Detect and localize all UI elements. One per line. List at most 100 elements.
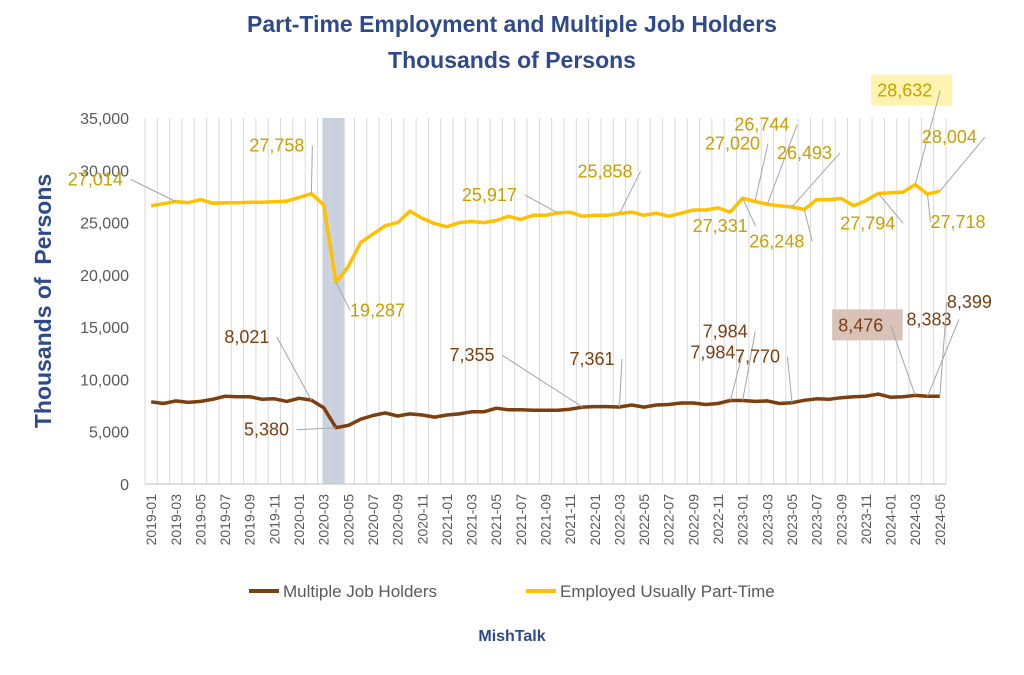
x-tick-label: 2019-07 [217,494,233,546]
data-label: 28,632 [877,81,932,101]
footer-brand: MishTalk [478,628,546,645]
x-tick-label: 2021-01 [439,494,455,546]
y-tick-label: 5,000 [89,425,129,442]
leader-line [729,352,744,401]
series-line-1 [150,182,941,285]
x-tick-label: 2022-01 [587,494,603,546]
x-tick-label: 2019-05 [192,494,208,546]
data-label: 27,718 [931,212,986,232]
x-tick-label: 2020-05 [340,494,356,546]
x-tick-label: 2020-03 [316,494,332,546]
leader-line [914,90,941,185]
x-tick-label: 2019-09 [242,494,258,546]
data-label: 8,399 [947,292,992,312]
data-label: 7,770 [735,347,780,367]
x-tick-label: 2021-09 [538,494,554,546]
leader-line [276,336,312,401]
leader-line [618,358,623,408]
leader-line [130,179,177,202]
x-tick-label: 2022-11 [710,494,726,545]
data-label: 27,794 [840,213,895,233]
x-tick-label: 2019-01 [143,494,159,546]
x-tick-label: 2021-07 [513,494,529,546]
series-line-0 [150,392,940,430]
y-tick-label: 15,000 [80,320,129,337]
x-tick-label: 2019-03 [168,494,184,546]
y-tick-label: 10,000 [80,372,129,389]
leader-line [927,319,960,397]
leader-line [742,197,757,227]
x-tick-label: 2024-03 [907,494,923,546]
chart-title: Part-Time Employment and Multiple Job Ho… [247,11,777,37]
y-tick-label: 0 [120,477,129,494]
data-label: 27,331 [693,216,748,236]
data-label: 8,476 [838,315,883,335]
leader-line [939,302,948,397]
data-label: 8,383 [907,309,952,329]
leader-line [939,136,986,192]
data-label: 26,744 [734,114,789,134]
y-tick-label: 20,000 [80,268,129,285]
data-label: 7,984 [690,343,735,363]
leader-line [890,325,916,396]
leader-line [754,143,769,202]
legend-label: Multiple Job Holders [283,582,437,601]
data-label: 26,493 [777,143,832,163]
leader-line [296,427,337,431]
leader-line [618,171,641,214]
legend-label: Employed Usually Part-Time [560,582,775,601]
leader-line [791,152,841,208]
data-label: 28,004 [922,127,977,147]
leader-line [501,354,583,408]
y-axis-title: Thousands of Persons [30,174,56,428]
y-tick-label: 35,000 [80,111,129,128]
x-tick-label: 2022-07 [661,494,677,546]
data-label: 27,014 [68,170,123,190]
y-tick-label: 30,000 [80,163,129,180]
x-tick-label: 2020-07 [365,494,381,546]
x-tick-label: 2023-09 [833,494,849,546]
x-tick-label: 2024-01 [883,494,899,546]
x-tick-label: 2023-07 [809,494,825,546]
x-tick-label: 2023-05 [784,494,800,546]
x-tick-label: 2020-11 [414,494,430,545]
data-label: 25,917 [462,185,517,205]
leader-line [524,194,559,214]
leader-line [310,145,313,194]
chart-subtitle: Thousands of Persons [388,47,636,73]
leader-line [877,193,904,224]
data-label: 5,380 [244,420,289,440]
leader-line [927,194,932,223]
data-label: 7,361 [569,349,614,369]
x-tick-label: 2022-03 [611,494,627,546]
leader-line [766,124,798,205]
data-label: 8,021 [224,327,269,347]
x-tick-label: 2020-01 [291,494,307,546]
data-label: 27,020 [705,133,760,153]
x-tick-label: 2021-03 [464,494,480,546]
x-tick-label: 2023-01 [735,494,751,546]
x-tick-label: 2024-05 [932,494,948,546]
data-label: 7,984 [703,322,748,342]
x-tick-label: 2022-09 [685,494,701,546]
x-tick-label: 2022-05 [636,494,652,546]
x-tick-label: 2020-09 [390,494,406,546]
data-label: 27,758 [249,136,304,156]
x-tick-label: 2023-03 [759,494,775,546]
leader-line [803,209,813,242]
leader-line [742,331,756,401]
data-label: 19,287 [350,300,405,320]
x-tick-label: 2019-11 [266,494,282,545]
leader-line [786,356,793,403]
x-tick-label: 2021-05 [488,494,504,546]
data-label: 26,248 [749,232,804,252]
shaded-region [322,118,345,484]
leader-line [335,282,351,311]
label-highlight [871,74,953,106]
label-highlight [832,309,903,341]
data-label: 25,858 [577,162,632,182]
x-tick-label: 2023-11 [858,494,874,545]
y-tick-label: 25,000 [80,216,129,233]
data-label: 7,355 [449,345,494,365]
